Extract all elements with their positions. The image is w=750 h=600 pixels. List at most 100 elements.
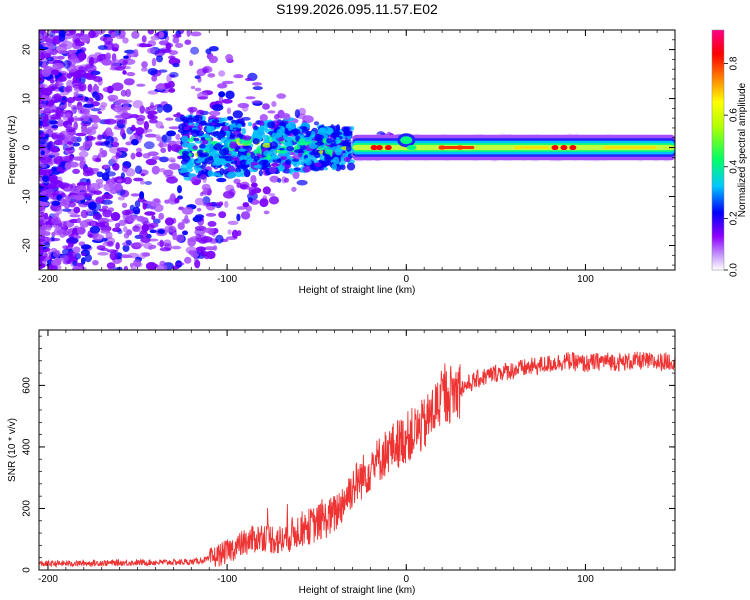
heatmap-cell [147,30,154,35]
heatmap-cell [229,123,234,130]
heatmap-cell [164,225,176,233]
heatmap-cell [130,114,139,118]
heatmap-cell [213,143,223,151]
heatmap-cell [204,255,209,260]
x-tick-label: -100 [217,274,237,285]
heatmap-cell [139,191,145,200]
heatmap-cell [125,168,136,177]
heatmap-cell [134,200,141,208]
heatmap-cell [39,69,42,75]
heatmap-cell [151,57,157,67]
heatmap-cell [228,151,237,155]
heatmap-cell [76,217,81,224]
heatmap-cell [40,132,46,137]
heatmap-cell [130,193,140,197]
heatmap-cell [118,219,127,226]
heatmap-cell [177,222,185,230]
heatmap-cell [258,169,263,177]
heatmap-cell [123,55,129,59]
heatmap-cell [283,114,291,121]
heatmap-cell [174,197,180,204]
heatmap-cell [226,130,231,138]
heatmap-cell [218,211,227,219]
heatmap-cell [101,149,108,158]
heatmap-cell [48,154,56,158]
heatmap-cell [59,198,66,207]
heatmap-cell [176,140,182,145]
heatmap-cell [120,128,126,138]
heatmap-cell [88,30,96,39]
heatmap-cell [318,167,325,171]
heatmap-cell [262,186,271,195]
heatmap-cell [170,55,175,61]
heatmap-cell [229,133,236,138]
y-tick-label: -10 [22,189,33,204]
heatmap-cell [43,42,55,49]
heatmap-cell [199,143,206,149]
heatmap-cell [81,128,93,135]
heatmap-cell [314,162,322,167]
heatmap-cell [116,147,129,153]
heatmap-cell [340,155,345,162]
heatmap-cell [236,165,247,169]
x-tick-label: 100 [577,574,594,585]
heatmap-cell [44,241,51,249]
heatmap-cell [97,111,102,114]
heatmap-cell [39,73,43,81]
heatmap-hotspot [406,144,417,151]
heatmap-cell [133,242,144,248]
heatmap-cell [45,224,52,231]
heatmap-cell [147,68,158,75]
heatmap-cell [122,70,127,75]
heatmap-cell [247,122,253,127]
heatmap-cell [157,142,169,148]
heatmap-cell [150,244,157,250]
heatmap-cell [217,134,222,141]
heatmap-cell [197,96,209,100]
heatmap-cell [122,244,130,252]
heatmap-cell [344,130,353,137]
heatmap-cell [190,85,196,90]
heatmap-cell [63,59,71,69]
heatmap-cells [39,30,675,270]
heatmap-cell [204,246,216,251]
heatmap-cell [286,141,293,148]
heatmap-cell [159,168,166,173]
heatmap-cell [250,161,259,166]
colorbar-frame [711,29,725,271]
heatmap-cell [136,215,145,222]
heatmap-cell [159,239,164,248]
heatmap-cell [266,154,271,161]
heatmap-cell [142,252,151,257]
heatmap-cell [55,122,65,127]
heatmap-cell [172,34,182,38]
heatmap-cell [241,127,247,135]
heatmap-cell [250,175,257,184]
heatmap-cell [106,240,114,247]
heatmap-cell [259,120,265,127]
heatmap-cell [182,154,191,163]
heatmap-cell [72,168,80,174]
heatmap-cell [192,145,198,150]
heatmap-cell [74,41,85,47]
heatmap-cell [208,110,221,117]
heatmap-cell [78,82,87,92]
heatmap-cell [261,163,268,170]
heatmap-cell [194,225,207,231]
heatmap-cell [324,149,334,155]
heatmap-cell [158,40,169,46]
heatmap-cell [218,70,226,77]
heatmap-cell [130,152,136,160]
heatmap-cell [57,132,65,141]
heatmap-cell [106,218,115,223]
heatmap-cell [144,44,153,47]
heatmap-cell [123,226,128,233]
heatmap-cell [109,251,118,261]
heatmap-cell [39,238,46,243]
heatmap-cell [98,221,110,228]
heatmap-cell [157,229,165,235]
heatmap-cell [252,82,262,86]
heatmap-cell [311,130,316,138]
heatmap-cell [112,106,124,113]
heatmap-cell [111,31,117,39]
